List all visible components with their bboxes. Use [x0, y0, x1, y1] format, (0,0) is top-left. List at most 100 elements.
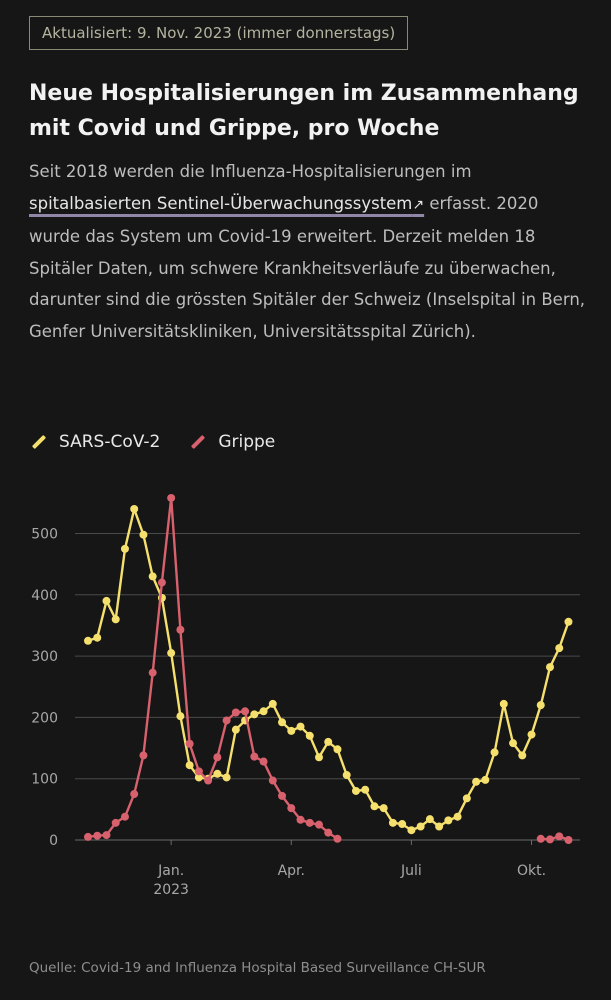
chart-legend: SARS-CoV-2 Grippe: [31, 432, 305, 452]
data-point-grippe: [222, 716, 231, 725]
x-tick-label-Jan.: Jan.: [157, 863, 184, 879]
data-point-sars: [388, 818, 397, 827]
data-point-sars: [194, 773, 203, 782]
hospitalisation-chart: 0 100 200 300 400 500 Jan. 2023 Apr. Juli Okt.: [31, 493, 580, 898]
y-tick-label-100: 100: [31, 772, 58, 788]
data-point-grippe: [555, 832, 564, 841]
series-line-grippe-0: [87, 496, 339, 840]
data-point-grippe: [84, 832, 92, 841]
data-point-grippe: [231, 708, 240, 717]
legend-item-grippe: Grippe: [190, 432, 275, 452]
data-point-sars: [148, 572, 157, 581]
data-point-sars: [536, 701, 545, 710]
data-point-grippe: [185, 739, 194, 748]
data-point-sars: [250, 710, 259, 719]
external-link-icon: ↗: [412, 196, 425, 213]
series-line-grippe-1: [540, 835, 569, 842]
y-tick-label-200: 200: [31, 710, 58, 726]
data-point-sars: [453, 812, 462, 821]
data-point-sars: [324, 737, 333, 746]
legend-item-sars: SARS-CoV-2: [31, 432, 160, 452]
data-point-sars: [527, 730, 536, 739]
description-text-before: Seit 2018 werden die Influenza-Hospitali…: [29, 162, 472, 181]
data-point-grippe: [102, 831, 111, 840]
data-point-sars: [564, 617, 573, 626]
data-point-sars: [462, 794, 471, 803]
data-point-grippe: [305, 818, 314, 827]
data-point-grippe: [250, 752, 259, 761]
x-tick-sublabel-2023: 2023: [153, 882, 189, 898]
data-point-grippe: [241, 707, 250, 716]
legend-label-sars: SARS-CoV-2: [59, 432, 161, 452]
y-tick-label-400: 400: [31, 588, 58, 604]
data-point-sars: [93, 633, 102, 642]
source-note: Quelle: Covid-19 and Influenza Hospital …: [29, 960, 486, 976]
data-point-sars: [305, 731, 314, 740]
data-point-sars: [278, 718, 287, 727]
y-tick-label-300: 300: [31, 649, 58, 665]
data-point-grippe: [546, 835, 554, 844]
data-point-grippe: [204, 776, 213, 785]
data-point-sars: [425, 815, 434, 824]
legend-swatch-sars: [31, 434, 47, 450]
data-point-sars: [176, 712, 185, 721]
data-point-sars: [213, 769, 222, 778]
data-point-sars: [379, 804, 388, 813]
x-tick-label-Okt.: Okt.: [517, 863, 546, 879]
data-point-grippe: [111, 818, 120, 827]
data-point-sars: [130, 504, 139, 513]
data-point-grippe: [278, 791, 287, 800]
data-point-grippe: [148, 668, 157, 677]
data-point-grippe: [93, 831, 102, 840]
x-tick-label-Apr.: Apr.: [278, 863, 305, 879]
data-point-grippe: [130, 790, 139, 799]
legend-swatch-grippe: [191, 434, 206, 450]
data-point-sars: [111, 615, 120, 624]
data-point-sars: [398, 820, 407, 829]
data-point-sars: [407, 826, 416, 835]
data-point-sars: [167, 649, 176, 658]
data-point-grippe: [213, 753, 222, 762]
data-point-grippe: [564, 836, 573, 844]
data-point-sars: [268, 699, 277, 708]
data-point-sars: [342, 771, 351, 780]
data-point-sars: [231, 725, 240, 734]
data-point-sars: [296, 722, 305, 731]
data-point-grippe: [139, 751, 148, 760]
data-point-grippe: [120, 812, 129, 821]
data-point-sars: [287, 726, 296, 735]
data-point-grippe: [194, 767, 203, 776]
data-point-grippe: [176, 625, 185, 634]
sentinel-system-link-text: spitalbasierten Sentinel-Überwachungssys…: [29, 193, 413, 213]
data-point-grippe: [315, 820, 323, 829]
data-point-sars: [416, 822, 425, 831]
data-point-sars: [435, 822, 444, 831]
data-point-sars: [102, 596, 111, 605]
data-point-sars: [472, 777, 481, 786]
data-point-sars: [499, 699, 508, 708]
data-point-sars: [351, 786, 360, 795]
data-point-grippe: [333, 834, 342, 843]
data-point-sars: [444, 816, 453, 825]
y-tick-label-500: 500: [31, 527, 58, 543]
update-badge: Aktualisiert: 9. Nov. 2023 (immer donner…: [29, 16, 409, 50]
data-point-grippe: [157, 578, 166, 587]
data-point-sars: [259, 707, 268, 716]
data-point-sars: [333, 745, 342, 754]
description-text-after: erfasst. 2020 wurde das System um Covid-…: [29, 193, 586, 341]
data-point-sars: [222, 773, 231, 782]
data-point-grippe: [296, 815, 305, 824]
data-point-grippe: [268, 776, 277, 785]
data-point-grippe: [167, 493, 176, 502]
y-tick-label-0: 0: [49, 833, 58, 849]
data-point-sars: [490, 748, 499, 757]
data-point-grippe: [536, 834, 545, 843]
data-point-sars: [361, 785, 370, 794]
sentinel-system-link[interactable]: spitalbasierten Sentinel-Überwachungssys…: [29, 194, 424, 213]
data-point-sars: [546, 663, 554, 672]
data-point-sars: [518, 751, 527, 760]
data-point-sars: [481, 775, 490, 784]
series-line-sars-0: [87, 507, 570, 832]
data-point-sars: [120, 544, 129, 553]
data-point-grippe: [259, 757, 268, 766]
